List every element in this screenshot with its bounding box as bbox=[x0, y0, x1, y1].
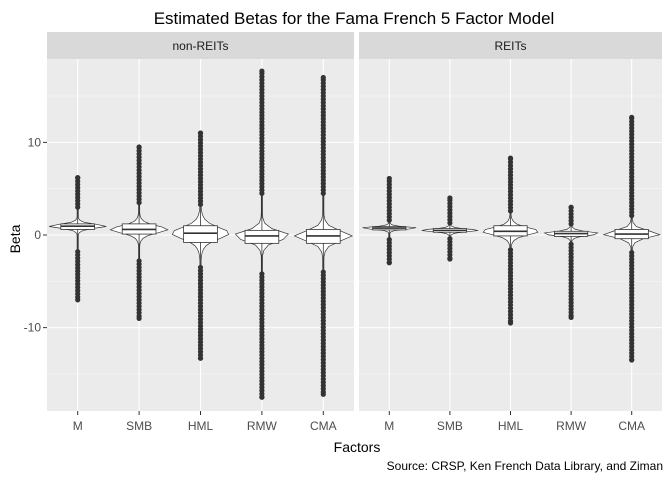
chart-caption: Source: CRSP, Ken French Data Library, a… bbox=[387, 459, 663, 473]
facet-strip-label: REITs bbox=[494, 39, 526, 53]
outlier-point bbox=[320, 391, 326, 397]
outlier-point bbox=[136, 315, 142, 321]
x-tick-label: M bbox=[384, 419, 394, 433]
y-tick-label: 0 bbox=[34, 228, 41, 242]
outlier-point bbox=[320, 74, 326, 81]
outlier-point bbox=[136, 144, 142, 150]
outlier-point bbox=[507, 320, 514, 326]
facet-strip-label: non-REITs bbox=[172, 39, 228, 53]
outlier-point bbox=[629, 357, 635, 363]
x-tick-label: HML bbox=[188, 419, 214, 433]
outlier-point bbox=[568, 204, 574, 210]
box bbox=[244, 229, 280, 244]
outlier-point bbox=[197, 355, 204, 361]
y-axis-title: Beta bbox=[7, 224, 23, 253]
x-tick-label: CMA bbox=[310, 419, 337, 433]
x-axis-title: Factors bbox=[334, 439, 381, 455]
outlier-point bbox=[386, 260, 392, 266]
outlier-point bbox=[75, 174, 81, 181]
plot-layer: -10 0 10 non-REITs M SMB HML RMW CMA REITs M SMB HML… bbox=[24, 32, 662, 433]
facet-panel-reits: REITs M SMB HML RMW CMA bbox=[359, 32, 662, 433]
x-tick-label: SMB bbox=[126, 419, 152, 433]
y-tick-label: -10 bbox=[24, 321, 42, 335]
chart-title: Estimated Betas for the Fama French 5 Fa… bbox=[154, 9, 555, 28]
outlier-point bbox=[447, 195, 453, 201]
outlier-point bbox=[507, 155, 514, 161]
outlier-point bbox=[259, 394, 265, 400]
outlier-point bbox=[386, 175, 392, 182]
y-tick-label: 10 bbox=[28, 135, 42, 149]
outlier-point bbox=[447, 256, 453, 262]
x-tick-label: SMB bbox=[437, 419, 463, 433]
outlier-point bbox=[259, 68, 265, 74]
facet-strip bbox=[47, 32, 354, 59]
x-tick-label: HML bbox=[498, 419, 524, 433]
outlier-point bbox=[568, 314, 574, 321]
outlier-point bbox=[75, 297, 81, 303]
facet-panel-non-reits: non-REITs M SMB HML RMW CMA bbox=[47, 32, 354, 433]
box bbox=[183, 225, 218, 243]
outlier-point bbox=[197, 130, 204, 136]
x-tick-label: RMW bbox=[556, 419, 587, 433]
x-tick-label: M bbox=[73, 419, 83, 433]
facet-strip bbox=[359, 32, 662, 59]
x-tick-label: RMW bbox=[247, 419, 278, 433]
x-tick-label: CMA bbox=[618, 419, 645, 433]
outlier-point bbox=[629, 114, 635, 120]
